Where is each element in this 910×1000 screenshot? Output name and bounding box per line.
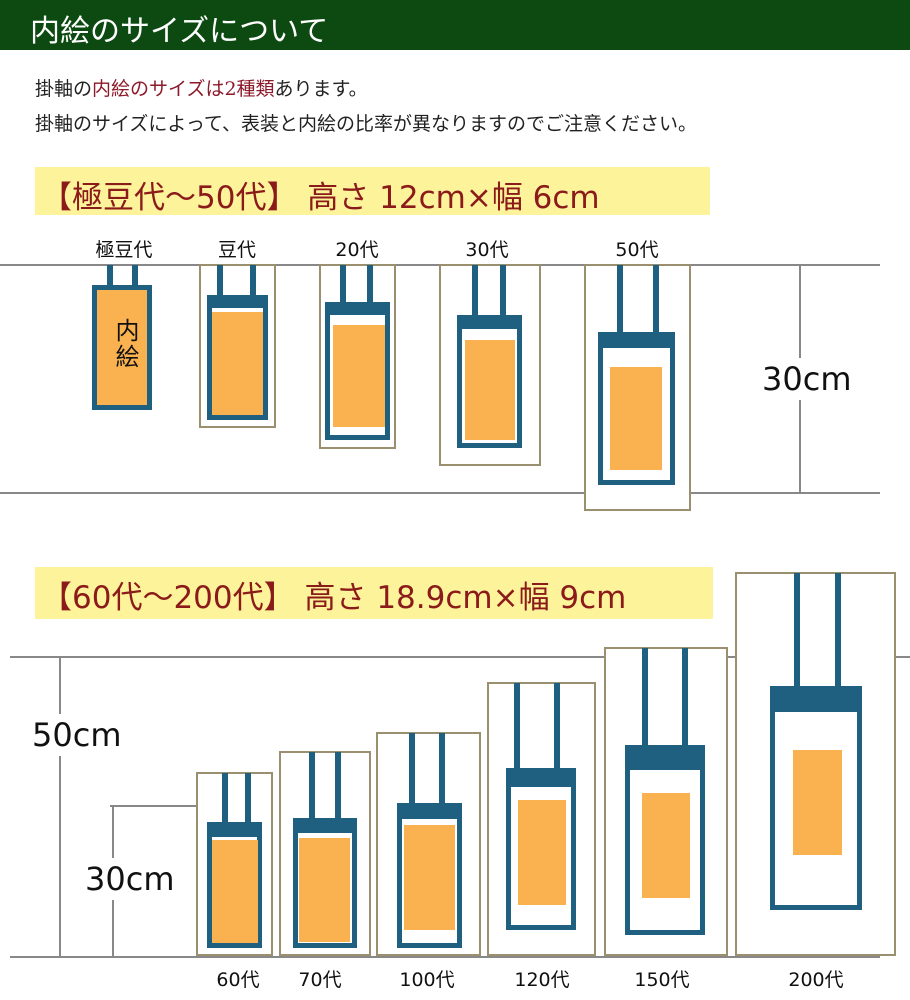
inner-picture [97, 290, 147, 405]
hanging-cord [340, 265, 346, 302]
scroll-band [207, 822, 262, 837]
size-label: 豆代 [217, 239, 257, 261]
inner-picture [212, 312, 263, 415]
size-label: 20代 [335, 239, 379, 261]
intro-text: あります。 [274, 78, 368, 100]
hanging-cord [222, 773, 228, 822]
hanging-cord [309, 752, 315, 818]
measure-label: 30cm [85, 858, 175, 900]
inner-picture [518, 800, 566, 905]
hanging-cord [409, 733, 415, 803]
hanging-cord [250, 265, 256, 295]
size-label: 200代 [788, 969, 844, 991]
intro-line: 掛軸の内絵のサイズは2種類あります。 [35, 74, 368, 101]
hanging-cord [554, 683, 560, 768]
inner-picture [404, 825, 455, 930]
hanging-cord [245, 773, 251, 822]
header: 内絵のサイズについて [0, 0, 910, 50]
hanging-cord [107, 265, 113, 285]
scroll-band [598, 332, 675, 348]
inner-picture [793, 750, 842, 855]
size-label: 100代 [399, 969, 455, 991]
section-title-band: 【極豆代～50代】 高さ 12cm×幅 6cm [35, 167, 710, 216]
hanging-cord [217, 265, 223, 295]
intro-text: 掛軸の [35, 78, 93, 100]
scroll-band [457, 315, 522, 329]
intro-line: 掛軸のサイズによって、表装と内絵の比率が異なりますのでご注意ください。 [35, 113, 697, 135]
hanging-cord [642, 648, 648, 745]
section-title: 【極豆代～50代】 高さ 12cm×幅 6cm [41, 180, 600, 216]
scroll-band [506, 768, 576, 787]
measure-label: 50cm [32, 714, 122, 756]
size-label: 70代 [298, 969, 342, 991]
section-title: 【60代～200代】 高さ 18.9cm×幅 9cm [41, 580, 627, 616]
header-title: 内絵のサイズについて [30, 14, 329, 49]
size-label: 150代 [634, 969, 690, 991]
scroll-band [325, 302, 390, 315]
hanging-cord [653, 265, 659, 332]
scroll-band [770, 686, 862, 712]
hanging-cord [682, 648, 688, 745]
section-title-band: 【60代～200代】 高さ 18.9cm×幅 9cm [35, 567, 713, 619]
size-label: 60代 [216, 969, 260, 991]
size-label: 50代 [615, 239, 659, 261]
measure-label: 30cm [762, 358, 852, 400]
hanging-cord [439, 733, 445, 803]
size-label: 120代 [514, 969, 570, 991]
inner-label: 内絵 [111, 318, 139, 370]
hanging-cord [367, 265, 373, 302]
hanging-cord [500, 265, 506, 315]
inner-picture [333, 325, 385, 427]
size-label: 極豆代 [95, 239, 153, 261]
inner-picture [465, 340, 515, 440]
scroll-band [397, 803, 462, 819]
intro-highlight: 内絵のサイズは2種類 [92, 78, 275, 100]
scroll-band [207, 295, 268, 308]
hanging-cord [472, 265, 478, 315]
inner-picture [299, 838, 350, 942]
inner-picture [642, 793, 690, 898]
hanging-cord [617, 265, 623, 332]
hanging-cord [835, 573, 841, 686]
hanging-cord [132, 265, 138, 285]
hanging-cord [514, 683, 520, 768]
inner-picture [212, 840, 258, 943]
size-label: 30代 [465, 239, 509, 261]
scroll-band [625, 745, 705, 770]
hanging-cord [335, 752, 341, 818]
scroll-band [293, 818, 357, 833]
inner-picture [610, 367, 662, 470]
hanging-cord [794, 573, 800, 686]
